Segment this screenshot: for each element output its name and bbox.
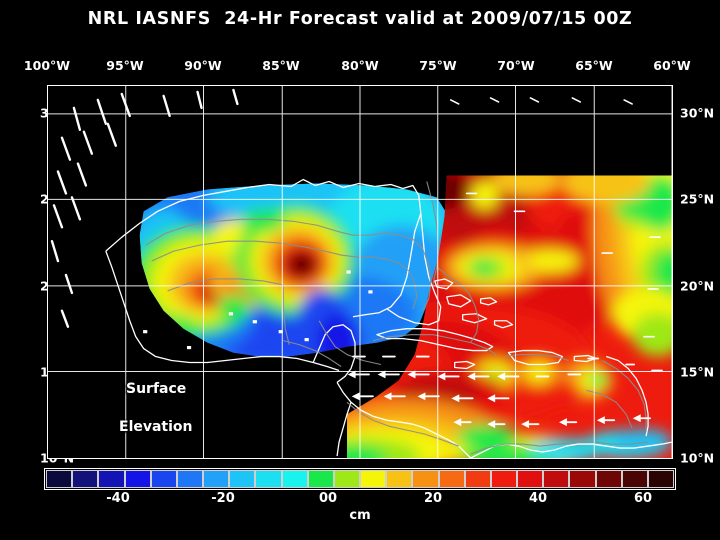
colorbar-tick-40: 40 bbox=[528, 491, 548, 506]
lon-tick-label-65w: 65°W bbox=[575, 58, 613, 73]
lon-tick-label-100w: 100°W bbox=[23, 58, 71, 73]
lon-tick-label-80w: 80°W bbox=[341, 58, 379, 73]
colorbar-cell bbox=[386, 470, 413, 488]
colorbar-tick-60: 60 bbox=[633, 491, 653, 506]
lon-tick-label-85w: 85°W bbox=[262, 58, 300, 73]
colorbar-cell bbox=[72, 470, 99, 488]
colorbar-cell bbox=[517, 470, 544, 488]
gulf-of-mexico-field bbox=[139, 183, 447, 357]
colorbar-cell bbox=[281, 470, 308, 488]
colorbar-cell bbox=[124, 470, 151, 488]
lat-tick-label-right-20n: 20°N bbox=[680, 278, 715, 294]
lat-lon-graticule bbox=[48, 86, 672, 458]
lon-tick-label-75w: 75°W bbox=[419, 58, 457, 73]
sea-surface-elevation-heatmap bbox=[48, 86, 672, 458]
colorbar-unit-label: cm bbox=[349, 508, 371, 523]
colorbar-cell bbox=[647, 470, 675, 488]
colorbar-cell bbox=[176, 470, 204, 488]
colorbar-cell bbox=[360, 470, 387, 488]
colorbar-cell bbox=[595, 470, 622, 488]
lon-tick-label-90w: 90°W bbox=[184, 58, 222, 73]
lat-tick-label-right-15n: 15°N bbox=[680, 364, 715, 380]
colorbar-cell bbox=[333, 470, 361, 488]
colorbar-cell bbox=[490, 470, 518, 488]
colorbar-cell bbox=[203, 470, 230, 488]
colorbar-cell bbox=[46, 470, 73, 488]
colorbar-tick-20: 20 bbox=[423, 491, 443, 506]
colorbar-cell bbox=[464, 470, 491, 488]
current-vector-field bbox=[50, 88, 663, 429]
colorbar-cell bbox=[229, 470, 256, 488]
colorbar-tick-minus20: -20 bbox=[211, 491, 235, 506]
colorbar-cell bbox=[150, 470, 177, 488]
colorbar-cell bbox=[543, 470, 570, 488]
colorbar-tick-minus40: -40 bbox=[106, 491, 130, 506]
colorbar-cell bbox=[307, 470, 334, 488]
lat-tick-label-right-10n: 10°N bbox=[680, 450, 715, 466]
page-title: NRL IASNFS 24-Hr Forecast valid at 2009/… bbox=[87, 9, 633, 29]
colorbar-cell bbox=[412, 470, 439, 488]
lon-tick-label-60w: 60°W bbox=[653, 58, 691, 73]
colorbar-cell bbox=[255, 470, 282, 488]
colorbar-cell bbox=[569, 470, 596, 488]
lat-tick-label-right-30n: 30°N bbox=[680, 105, 715, 121]
colorbar-cell bbox=[621, 470, 648, 488]
colorbar-cell bbox=[98, 470, 125, 488]
map-panel[interactable]: Surface Elevation bbox=[47, 85, 673, 459]
colorbar-cell bbox=[438, 470, 465, 488]
lat-tick-label-right-25n: 25°N bbox=[680, 191, 715, 207]
colorbar-tick-zero: 00 bbox=[318, 491, 338, 506]
colorbar[interactable] bbox=[44, 468, 676, 490]
lon-tick-label-70w: 70°W bbox=[497, 58, 535, 73]
lon-tick-label-95w: 95°W bbox=[106, 58, 144, 73]
